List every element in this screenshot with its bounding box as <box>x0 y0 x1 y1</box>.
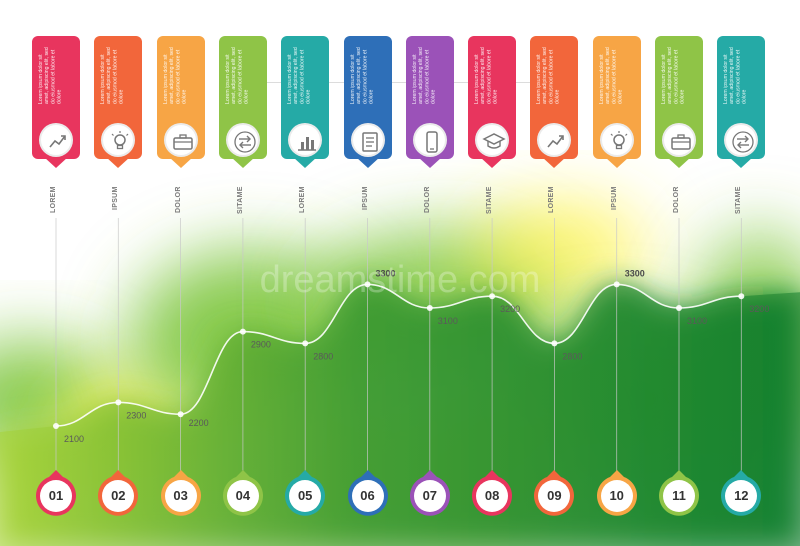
data-point-10 <box>613 281 620 288</box>
value-label-03: 2200 <box>189 418 209 428</box>
value-label-01: 2100 <box>64 434 84 444</box>
arrows-exchange-icon <box>225 123 260 157</box>
glow-blob-7 <box>470 200 650 300</box>
number-pin-06: 06 <box>346 470 390 522</box>
number-pin-11: 11 <box>657 470 701 522</box>
trend-chart-icon <box>537 123 572 157</box>
card-text: Lorem ipsum dolor sit amet, adipiscing e… <box>536 47 561 104</box>
mobile-phone-icon <box>412 123 447 157</box>
data-point-05 <box>302 340 309 347</box>
data-point-08 <box>489 293 496 300</box>
pin-number: 07 <box>413 480 446 512</box>
number-pin-10: 10 <box>595 470 639 522</box>
value-label-11: 3100 <box>687 316 707 326</box>
card-text: Lorem ipsum dolor sit amet, adipiscing e… <box>162 47 188 104</box>
trend-chart-icon <box>39 123 73 157</box>
value-label-05: 2800 <box>313 351 333 361</box>
number-pin-12: 12 <box>719 470 763 522</box>
watermark-text: dreamstime.com <box>260 259 541 301</box>
card-text: Lorem ipsum dolor sit amet, adipiscing e… <box>723 47 748 104</box>
value-label-02: 2300 <box>126 410 146 420</box>
category-label-09: LOREM <box>548 186 556 213</box>
data-point-11 <box>676 305 682 311</box>
value-labels: 2100 2300 2200 2900 2800 3300 3100 3200 2800 3300… <box>64 268 769 444</box>
card-text: Lorem ipsum dolor sit amet, adipiscing e… <box>598 47 624 104</box>
data-point-07 <box>426 305 433 311</box>
bar-chart-icon <box>288 123 323 157</box>
data-point-12 <box>738 293 745 300</box>
value-label-04: 2900 <box>251 340 271 350</box>
number-pin-04: 04 <box>221 470 265 522</box>
card-text: Lorem ipsum dolor sit amet, adipiscing e… <box>100 47 125 104</box>
pin-number: 06 <box>351 480 384 512</box>
pin-number: 03 <box>164 480 197 512</box>
category-label-04: SITAME <box>236 186 244 214</box>
value-label-07: 3100 <box>438 316 458 326</box>
category-label-06: IPSUM <box>361 186 369 210</box>
value-label-12: 3200 <box>749 304 769 314</box>
graduation-cap-icon <box>475 123 510 157</box>
card-text: Lorem ipsum dolor sit amet, adipiscing e… <box>224 47 250 104</box>
value-label-08: 3200 <box>500 304 520 314</box>
category-label-08: SITAME <box>486 186 494 214</box>
category-label-01: LOREM <box>50 186 57 213</box>
data-point-01 <box>53 423 59 429</box>
document-icon <box>350 123 385 157</box>
lightbulb-icon <box>101 123 136 157</box>
data-point-02 <box>115 399 122 406</box>
arrows-exchange-icon <box>724 123 759 157</box>
pin-number: 09 <box>538 480 571 512</box>
lightbulb-icon <box>599 123 634 157</box>
guide-lines <box>55 218 742 472</box>
card-text: Lorem ipsum dolor sit amet, adipiscing e… <box>287 47 312 104</box>
category-label-12: SITAME <box>735 186 743 214</box>
data-points <box>53 281 745 429</box>
data-point-03 <box>177 411 184 418</box>
briefcase-icon <box>163 123 198 157</box>
number-pin-01: 01 <box>34 470 78 522</box>
pin-number: 02 <box>102 480 135 512</box>
number-pin-03: 03 <box>159 470 203 522</box>
number-pin-02: 02 <box>96 470 140 522</box>
card-text: Lorem ipsum dolor sit amet, adipiscing e… <box>661 47 686 104</box>
value-label-09: 2800 <box>562 351 582 361</box>
category-label-07: DOLOR <box>423 186 431 213</box>
number-pin-09: 09 <box>532 470 576 522</box>
number-pin-05: 05 <box>283 470 327 522</box>
pin-number: 04 <box>226 480 259 512</box>
pin-number: 05 <box>289 480 322 512</box>
pin-number: 12 <box>725 480 758 512</box>
card-text: Lorem ipsum dolor sit amet, adipiscing e… <box>474 47 499 104</box>
briefcase-icon <box>662 123 696 157</box>
card-text: Lorem ipsum dolor sit amet, adipiscing e… <box>411 47 437 104</box>
pin-number: 01 <box>40 480 72 512</box>
data-point-04 <box>239 328 246 335</box>
category-label-10: IPSUM <box>610 186 618 210</box>
number-pin-07: 07 <box>408 470 452 522</box>
area-fill-layer <box>0 284 800 546</box>
category-label-11: DOLOR <box>673 186 680 213</box>
card-text: Lorem ipsum dolor sit amet, adipiscing e… <box>38 47 63 104</box>
pin-number: 10 <box>600 480 633 512</box>
category-label-05: LOREM <box>299 186 307 213</box>
value-label-10: 3300 <box>625 268 645 278</box>
category-label-03: DOLOR <box>174 186 182 213</box>
pin-number: 11 <box>663 480 695 512</box>
category-label-02: IPSUM <box>112 186 120 210</box>
value-label-06: 3300 <box>376 268 396 278</box>
data-point-06 <box>364 281 371 288</box>
area-fill <box>0 284 800 546</box>
number-pin-08: 08 <box>470 470 514 522</box>
pin-number: 08 <box>476 480 509 512</box>
card-text: Lorem ipsum dolor sit amet, adipiscing e… <box>349 47 375 104</box>
data-point-09 <box>551 340 558 347</box>
